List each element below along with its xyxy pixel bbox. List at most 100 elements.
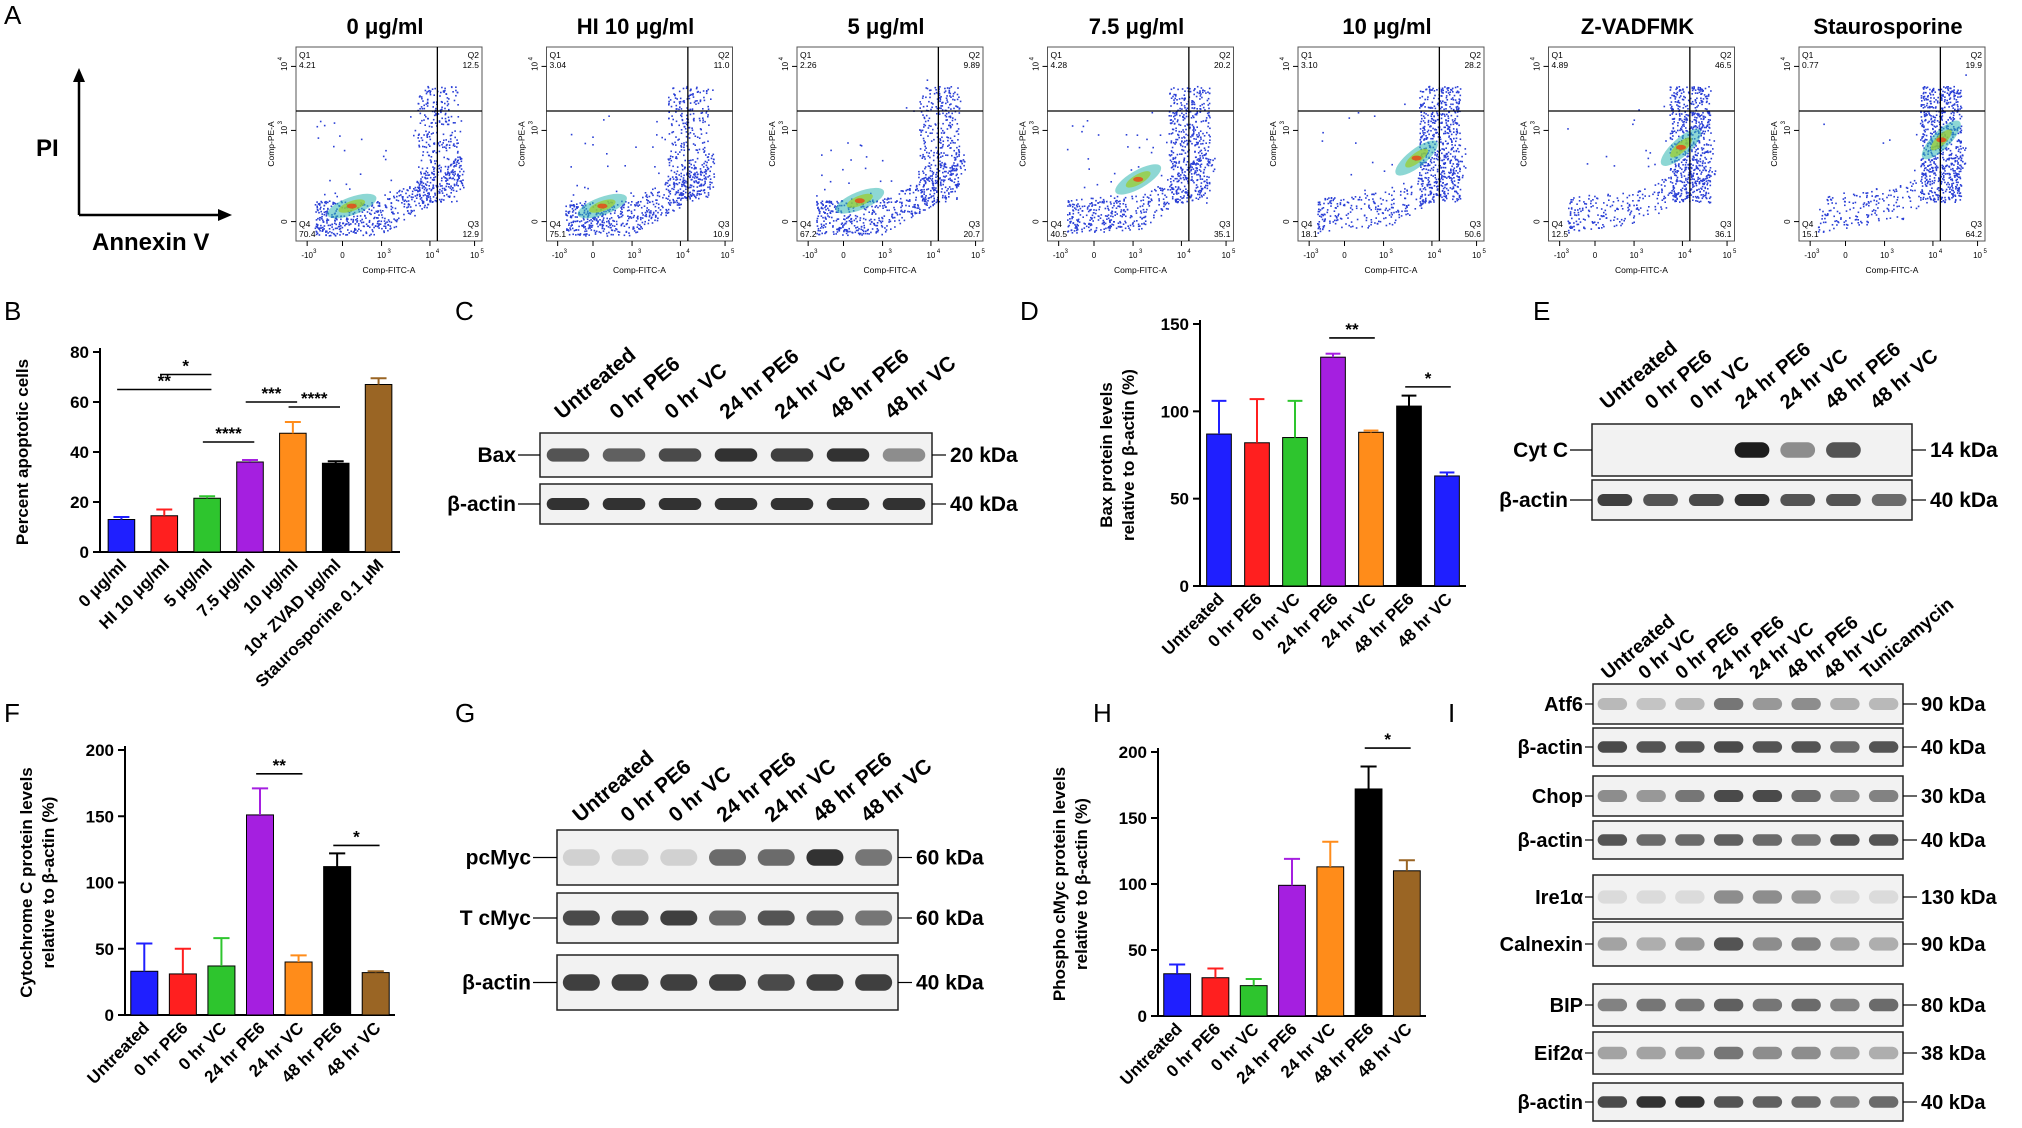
bar-3: [193, 497, 221, 553]
blot-band: [1734, 442, 1770, 458]
blot-band: [1830, 1096, 1860, 1108]
quadrant-q2-name: Q2: [1219, 50, 1231, 60]
quadrant-q4-value: 15.1: [1802, 229, 1819, 239]
panel-h-chart: 0 50 100 150 200 Phospho cMyc protein levels r…: [1050, 730, 1426, 1089]
blot-band: [611, 974, 649, 991]
kda-label: 40 kDa: [1921, 737, 1986, 759]
blot-band: [1780, 494, 1816, 506]
quadrant-q2-name: Q2: [1971, 50, 1983, 60]
flow-y-tick-label: 10: [1032, 61, 1041, 70]
kda-label: 40 kDa: [1921, 1092, 1986, 1114]
blot-band: [658, 498, 702, 510]
blot-band: [1636, 790, 1666, 802]
quadrant-q4-name: Q4: [1301, 219, 1313, 229]
flow-x-tick-label: -10: [1303, 251, 1315, 260]
flow-x-tick-label: 10: [926, 251, 935, 260]
blot-band: [806, 910, 844, 926]
blot-row-label: β-actin: [1499, 489, 1568, 512]
blot-band: [611, 849, 649, 866]
quadrant-q3-name: Q3: [1470, 219, 1482, 229]
y-tick-label: 150: [86, 807, 114, 826]
blot-band: [1597, 937, 1628, 951]
flow-x-tick-label: 0: [1342, 251, 1347, 260]
quadrant-q2-name: Q2: [969, 50, 981, 60]
quadrant-q4-value: 70.4: [299, 229, 316, 239]
y-tick-label: 80: [70, 343, 89, 362]
flow-y-tick-label: 10: [1032, 125, 1041, 134]
blot-band: [660, 910, 698, 926]
flow-x-tick-exp: 5: [1232, 249, 1236, 255]
flow-x-tick-exp: 3: [814, 249, 818, 255]
blot-band: [714, 498, 758, 510]
blot-row-4: β-actin 40 kDa: [1517, 820, 1986, 860]
blot-band: [1752, 1046, 1783, 1060]
kda-label: 14 kDa: [1930, 439, 1998, 462]
flow-x-tick-exp: 4: [1939, 249, 1943, 255]
blot-row-label: Bax: [477, 444, 516, 467]
significance-label: *: [182, 357, 189, 376]
blot-band: [1713, 790, 1744, 802]
blot-band: [826, 498, 870, 510]
blot-band: [1597, 1046, 1628, 1060]
quadrant-q3-value: 20.7: [963, 229, 980, 239]
flow-x-tick-label: 10: [425, 251, 434, 260]
kda-label: 30 kDa: [1921, 786, 1986, 808]
quadrant-q3-name: Q3: [718, 219, 730, 229]
bar-5: [1358, 431, 1384, 587]
significance-label: *: [1425, 369, 1432, 388]
flow-x-tick-exp: 3: [564, 249, 568, 255]
quadrant-q4-name: Q4: [550, 219, 562, 229]
blot-band: [1636, 998, 1666, 1012]
flow-x-tick-label: 10: [1678, 251, 1687, 260]
quadrant-q3-value: 50.6: [1464, 229, 1481, 239]
blot-row-label: Eif2α: [1534, 1043, 1584, 1065]
bar-2: [168, 973, 197, 1016]
kda-label: 80 kDa: [1921, 995, 1986, 1017]
flow-x-tick-label: 10: [721, 251, 730, 260]
quadrant-q3-value: 10.9: [713, 229, 730, 239]
quadrant-q3-name: Q3: [1720, 219, 1732, 229]
significance-label: *: [1384, 730, 1391, 749]
blot-row-label: Ire1α: [1535, 887, 1584, 909]
flow-x-channel: Comp-FITC-A: [1615, 265, 1668, 275]
blot-row-9: β-actin 40 kDa: [1517, 1082, 1986, 1122]
flow-plot-events: [565, 85, 716, 237]
blot-band: [546, 498, 590, 510]
flow-x-channel: Comp-FITC-A: [1365, 265, 1418, 275]
panel-d-chart: 0 50 100 150 Bax protein levels relative to β…: [1097, 315, 1466, 659]
flow-plot-title: HI 10 μg/ml: [577, 14, 694, 39]
flow-x-tick-label: 10: [377, 251, 386, 260]
y-tick-label: 50: [95, 940, 114, 959]
quadrant-q1-name: Q1: [800, 50, 812, 60]
flow-x-tick-exp: 4: [436, 249, 440, 255]
flow-x-tick-exp: 5: [1483, 249, 1487, 255]
flow-y-tick-label: 10: [781, 125, 790, 134]
blot-band: [1713, 998, 1744, 1012]
bar-2: [1244, 442, 1270, 587]
blot-band: [806, 974, 844, 991]
flow-y-tick-label: 10: [1783, 125, 1792, 134]
blot-band: [660, 974, 698, 991]
y-tick-label: 0: [1180, 577, 1189, 596]
quadrant-q2-value: 9.89: [963, 60, 980, 70]
blot-band: [806, 849, 844, 866]
blot-band: [1868, 1046, 1899, 1060]
flow-y-tick-label: 10: [781, 61, 790, 70]
flow-y-channel: Comp-PE-A: [767, 121, 777, 167]
quadrant-q3-name: Q3: [468, 219, 480, 229]
flow-density-peak: [1676, 144, 1687, 150]
flow-x-tick-exp: 3: [313, 249, 317, 255]
blot-band: [1675, 790, 1705, 802]
flow-y-tick-exp: 3: [278, 120, 284, 124]
blot-row-2: β-actin 40 kDa: [1517, 727, 1986, 767]
flow-density-peak: [1411, 155, 1422, 161]
blot-band: [1597, 741, 1628, 753]
y-tick-label: 0: [1138, 1007, 1147, 1026]
quadrant-q3-value: 12.9: [462, 229, 479, 239]
y-axis-label-line: relative to β-actin (%): [1072, 798, 1091, 970]
bar-7: [1434, 475, 1460, 587]
quadrant-q4-value: 67.2: [800, 229, 817, 239]
bar-1: [1206, 433, 1232, 587]
